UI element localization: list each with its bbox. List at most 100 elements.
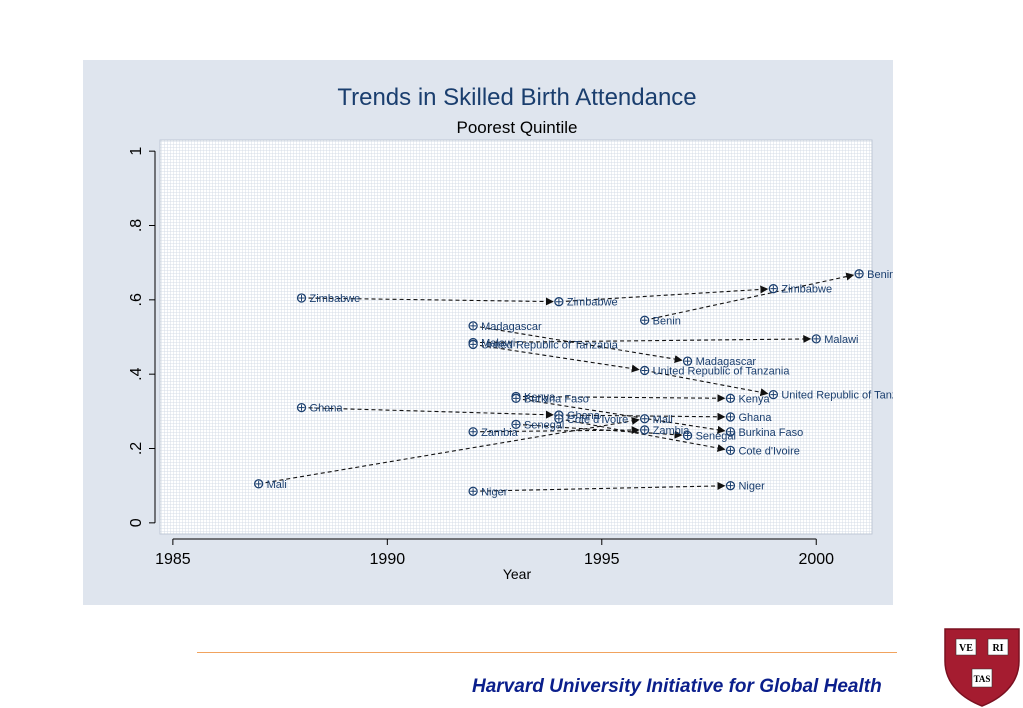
point-label: Malawi	[481, 338, 515, 350]
data-point	[468, 321, 478, 331]
x-axis-title: Year	[503, 566, 532, 582]
trend-arrow	[515, 397, 726, 434]
point-label: Zimbabwe	[781, 284, 832, 296]
svg-text:RI: RI	[992, 643, 1003, 654]
data-point	[640, 414, 650, 424]
data-point	[725, 481, 736, 491]
point-label: Mali	[653, 414, 673, 426]
point-label: Zimbabwe	[310, 293, 361, 305]
point-label: Benin	[653, 315, 681, 327]
point-label: Zambia	[481, 427, 519, 439]
svg-text:TAS: TAS	[974, 674, 991, 684]
point-cross	[298, 404, 305, 411]
point-cross	[727, 428, 734, 435]
point-label: Burkina Faso	[738, 427, 803, 439]
data-point	[768, 284, 778, 294]
point-label: United Republic of Tanzania	[653, 365, 791, 377]
data-point	[768, 389, 778, 400]
point-labels: Benin Zimbabwe Zimbabwe Zimbabwe Benin Madaga…	[267, 269, 893, 498]
point-label: United Republic of Tanzania	[781, 390, 893, 402]
point-label: Ghana	[567, 410, 601, 422]
point-cross	[813, 335, 820, 342]
trend-arrow	[644, 272, 855, 321]
data-point	[725, 445, 736, 456]
point-cross	[555, 415, 562, 422]
point-cross	[727, 413, 734, 420]
data-point	[811, 334, 821, 344]
point-label: Senegal	[696, 431, 736, 443]
point-label: Niger	[481, 486, 508, 498]
y-tick-label: .2	[128, 442, 145, 455]
point-cross	[298, 294, 305, 301]
footer-org-name: Harvard University Initiative for Global…	[472, 676, 882, 697]
point-cross	[684, 432, 691, 439]
y-tick-label: 1	[128, 147, 145, 156]
point-cross	[641, 426, 648, 433]
data-point	[468, 427, 478, 437]
point-label: Kenya	[524, 391, 556, 403]
axes: 0 .2 .4 .6 .8 1 1985 1990 1995 2000	[128, 147, 834, 568]
trend-arrows	[258, 272, 855, 492]
trend-arrow	[473, 334, 812, 344]
trend-arrow	[558, 418, 726, 452]
data-point	[554, 297, 564, 307]
x-tick-label: 2000	[798, 551, 834, 568]
point-label: Zimbabwe	[567, 297, 618, 309]
point-label: Kenya	[738, 393, 770, 405]
y-tick-label: .4	[128, 367, 145, 380]
point-label: Cote d'Ivoire	[567, 414, 628, 426]
plot-area	[159, 139, 873, 535]
y-tick-label: .6	[128, 293, 145, 306]
point-label: Madagascar	[481, 321, 542, 333]
point-cross	[770, 391, 777, 398]
point-label: Senegal	[524, 419, 564, 431]
data-point	[640, 425, 650, 435]
data-point	[254, 479, 264, 489]
chart-subtitle: Poorest Quintile	[457, 118, 578, 137]
data-point	[468, 339, 478, 350]
point-cross	[770, 285, 777, 292]
point-cross	[470, 488, 477, 495]
data-point	[725, 393, 736, 403]
trend-arrow	[258, 416, 640, 485]
x-tick-label: 1985	[155, 551, 191, 568]
point-label: Burkina Faso	[524, 393, 589, 405]
x-tick-label: 1990	[370, 551, 406, 568]
point-cross	[641, 317, 648, 324]
data-point	[468, 486, 478, 496]
trend-arrow	[473, 325, 683, 363]
point-label: Zambia	[653, 425, 691, 437]
point-label: Ghana	[310, 403, 344, 415]
point-cross	[470, 341, 477, 348]
data-points	[254, 269, 864, 496]
point-label: Cote d'Ivoire	[738, 445, 799, 457]
svg-text:VE: VE	[959, 643, 973, 654]
point-label: Madagascar	[696, 356, 757, 368]
chart-title: Trends in Skilled Birth Attendance	[337, 84, 696, 111]
data-point	[682, 430, 693, 441]
data-point	[640, 315, 650, 325]
point-cross	[727, 447, 734, 454]
point-cross	[727, 395, 734, 402]
data-point	[725, 412, 736, 422]
point-cross	[470, 428, 477, 435]
point-cross	[513, 421, 519, 428]
chart-panel: Trends in Skilled Birth Attendance Poore…	[83, 60, 893, 605]
point-cross	[641, 415, 648, 422]
point-label: Ghana	[738, 412, 772, 424]
y-tick-label: 0	[128, 518, 145, 527]
harvard-shield-logo: VE RI TAS	[944, 628, 1020, 707]
x-tick-label: 1995	[584, 551, 620, 568]
point-cross	[684, 358, 691, 365]
data-point	[511, 419, 521, 429]
footer-divider	[197, 652, 897, 653]
data-point	[296, 402, 307, 413]
point-label: Mali	[267, 479, 287, 491]
point-cross	[856, 270, 863, 277]
data-point	[682, 356, 693, 366]
point-cross	[641, 367, 648, 374]
point-label: Benin	[867, 269, 893, 281]
data-point	[511, 393, 521, 403]
data-point	[554, 414, 564, 424]
data-point	[725, 427, 736, 437]
